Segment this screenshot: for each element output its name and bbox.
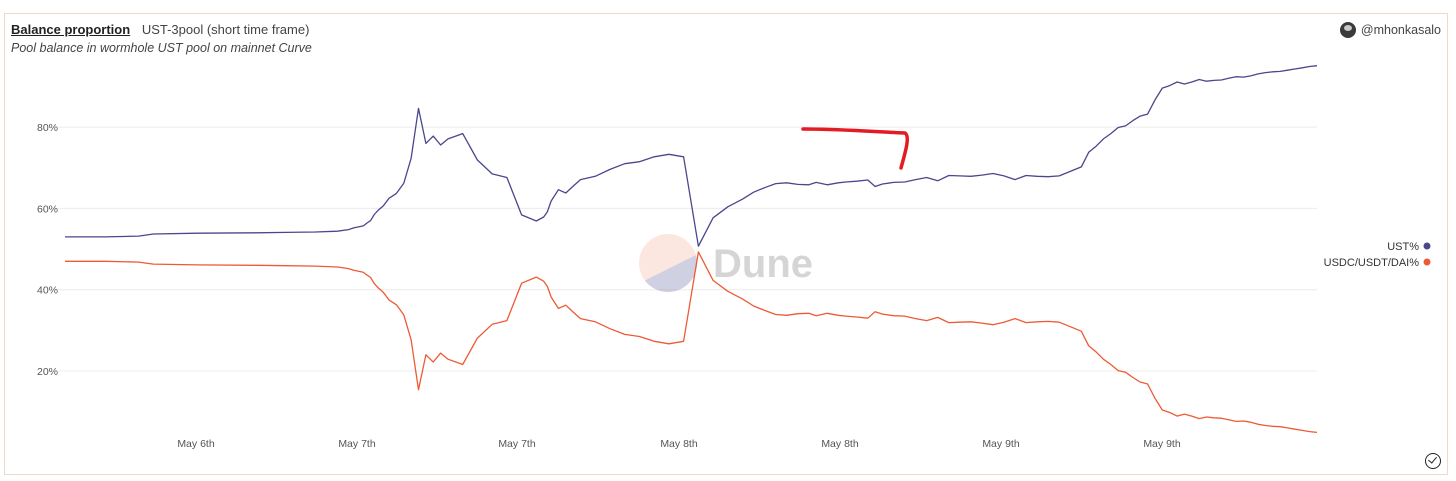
legend-dot: [1423, 242, 1431, 250]
y-tick-label: 60%: [37, 203, 58, 215]
series-lines: [65, 65, 1318, 434]
x-tick-label: May 7th: [338, 438, 376, 450]
chart-card: Balance proportion UST-3pool (short time…: [4, 13, 1448, 475]
grid-lines: [58, 126, 1317, 372]
hand-drawn-annotation: [801, 127, 909, 170]
series-line-usdc-usdt-dai: [65, 251, 1318, 434]
avatar: [1339, 22, 1356, 38]
x-tick-label: May 8th: [660, 438, 698, 450]
x-tick-label: May 7th: [498, 438, 536, 450]
dune-logo-icon: [639, 234, 697, 292]
x-tick-label: May 6th: [177, 438, 215, 450]
y-tick-label: 80%: [37, 122, 58, 134]
legend-label: USDC/USDT/DAI%: [1324, 257, 1420, 269]
chart-header: Balance proportion UST-3pool (short time…: [11, 22, 309, 37]
x-tick-label: May 9th: [982, 438, 1020, 450]
query-name: UST-3pool (short time frame): [141, 22, 310, 37]
x-tick-label: May 8th: [821, 438, 859, 450]
chart-description: Pool balance in wormhole UST pool on mai…: [11, 41, 312, 55]
x-tick-label: May 9th: [1143, 438, 1181, 450]
author-badge[interactable]: @mhonkasalo: [1339, 22, 1441, 38]
y-axis-ticks: 20% 40% 60% 80%: [37, 122, 58, 378]
watermark-text: Dune: [713, 242, 813, 286]
legend-dot: [1423, 258, 1431, 266]
series-line-ust: [65, 65, 1318, 247]
chart-title-link[interactable]: Balance proportion: [11, 22, 131, 37]
check-circle-icon: [1425, 453, 1441, 469]
legend: UST% USDC/USDT/DAI%: [1324, 241, 1431, 269]
author-name: @mhonkasalo: [1360, 23, 1441, 37]
x-axis-ticks: May 6th May 7th May 7th May 8th May 8th May 9…: [177, 438, 1181, 450]
y-tick-label: 20%: [37, 366, 58, 378]
y-tick-label: 40%: [37, 285, 58, 297]
legend-label: UST%: [1387, 241, 1419, 253]
